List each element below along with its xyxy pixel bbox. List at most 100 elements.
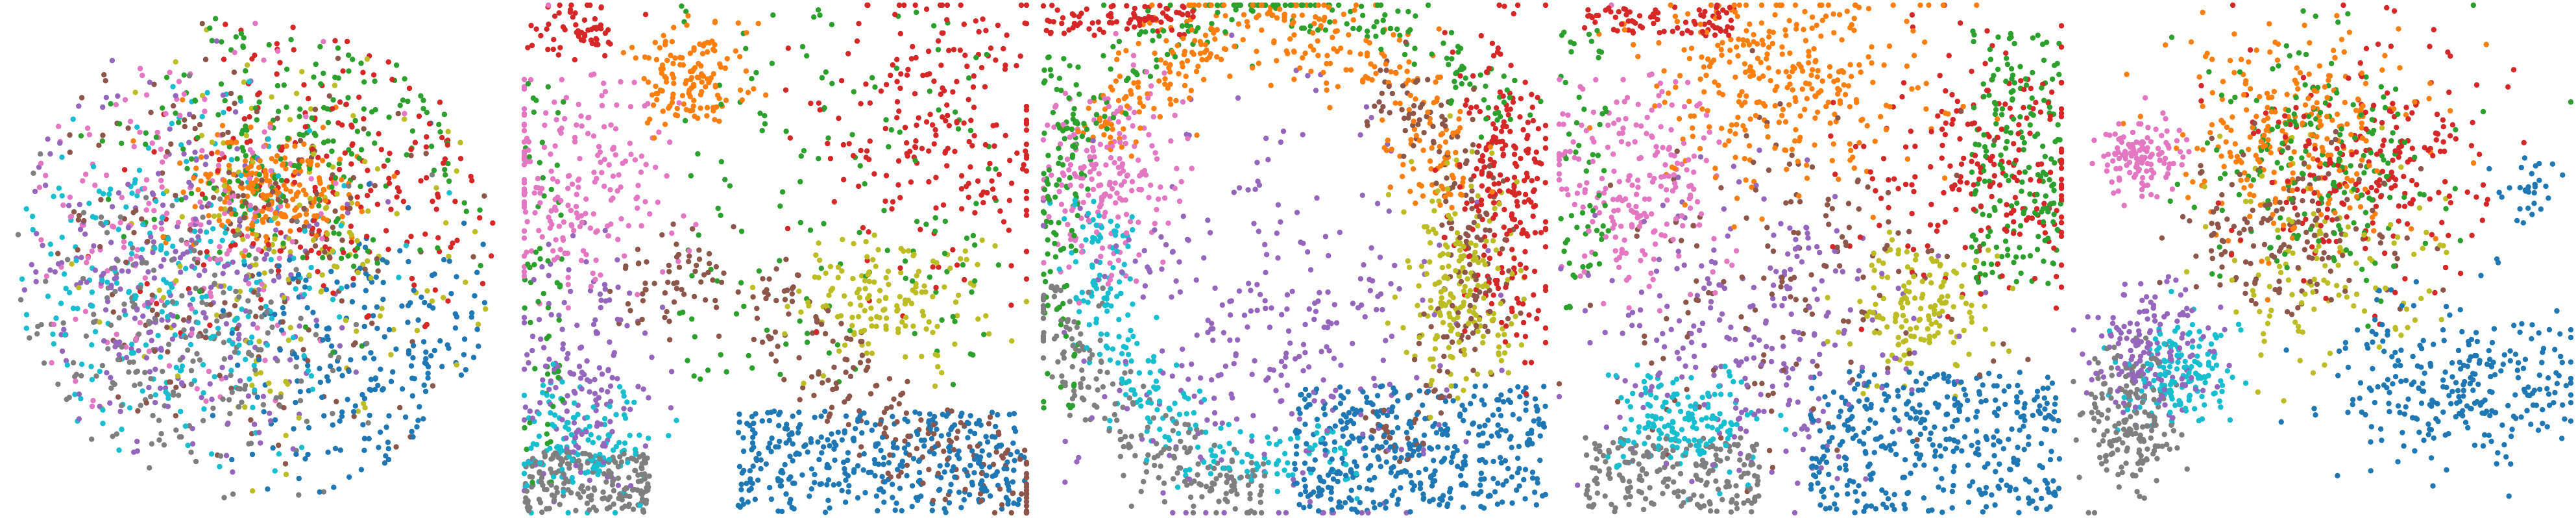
scatter-point: [1514, 455, 1521, 462]
scatter-point: [1254, 160, 1260, 166]
scatter-point: [85, 254, 91, 261]
scatter-point: [565, 203, 571, 208]
scatter-point: [927, 88, 932, 94]
scatter-point: [712, 82, 718, 88]
scatter-point: [528, 77, 534, 83]
scatter-point: [338, 255, 345, 262]
scatter-point: [293, 286, 298, 292]
scatter-point: [1348, 8, 1354, 14]
scatter-point: [545, 84, 551, 90]
scatter-point: [287, 325, 293, 330]
scatter-point: [302, 324, 309, 330]
scatter-point: [119, 344, 125, 350]
scatter-point: [912, 409, 918, 415]
scatter-point: [454, 168, 459, 174]
scatter-point: [737, 54, 743, 60]
scatter-point: [385, 439, 391, 445]
scatter-point: [388, 206, 394, 212]
scatter-point: [825, 140, 831, 147]
scatter-point: [552, 412, 558, 418]
scatter-point: [950, 89, 956, 95]
scatter-point: [903, 314, 909, 321]
scatter-point: [749, 447, 755, 452]
scatter-point: [147, 79, 153, 85]
scatter-point: [158, 177, 164, 184]
scatter-point: [833, 380, 839, 386]
scatter-point: [396, 275, 402, 280]
scatter-point: [152, 245, 158, 251]
scatter-point: [1449, 204, 1455, 211]
scatter-point: [75, 247, 80, 253]
scatter-point: [662, 121, 668, 127]
scatter-point: [214, 318, 220, 324]
scatter-point: [796, 355, 802, 361]
scatter-point: [286, 236, 292, 241]
scatter-point: [1041, 130, 1047, 136]
scatter-point: [973, 201, 979, 206]
scatter-point: [273, 356, 278, 362]
scatter-point: [1096, 171, 1102, 177]
scatter-point: [325, 449, 331, 455]
scatter-point: [461, 352, 467, 358]
scatter-point: [716, 82, 722, 88]
scatter-point: [475, 321, 481, 327]
scatter-point: [419, 294, 424, 300]
scatter-point: [944, 102, 950, 108]
scatter-point: [330, 248, 335, 254]
scatter-point: [777, 410, 783, 415]
scatter-point: [236, 404, 242, 410]
scatter-point: [345, 253, 351, 259]
scatter-point: [735, 430, 742, 436]
scatter-point: [585, 414, 590, 421]
scatter-point: [443, 172, 448, 178]
scatter-point: [550, 393, 555, 399]
scatter-point: [249, 170, 255, 176]
scatter-point: [524, 219, 530, 225]
scatter-point: [307, 195, 313, 201]
scatter-point: [644, 120, 651, 126]
scatter-point: [408, 234, 414, 240]
scatter-point: [713, 304, 720, 310]
scatter-point: [596, 365, 602, 371]
scatter-point: [1102, 273, 1108, 280]
scatter-point: [623, 493, 629, 499]
scatter-point: [585, 437, 591, 443]
scatter-point: [218, 206, 224, 212]
scatter-point: [364, 314, 370, 320]
scatter-point: [1045, 153, 1051, 158]
scatter-point: [950, 382, 956, 388]
scatter-point: [158, 431, 164, 437]
scatter-point: [1289, 288, 1295, 295]
scatter-point: [182, 117, 188, 123]
scatter-point: [635, 182, 641, 188]
scatter-point: [773, 297, 779, 304]
scatter-point: [1162, 81, 1168, 87]
scatter-point: [784, 304, 790, 310]
scatter-point: [114, 431, 120, 437]
scatter-point: [166, 379, 173, 385]
scatter-point: [368, 350, 374, 356]
scatter-point: [228, 367, 234, 373]
scatter-point: [806, 302, 812, 309]
scatter-point: [275, 48, 281, 55]
scatter-point: [869, 75, 875, 80]
scatter-point: [1191, 503, 1197, 509]
scatter-point: [1337, 229, 1343, 236]
scatter-point: [104, 230, 110, 236]
scatter-point: [1023, 299, 1030, 304]
scatter-point: [942, 497, 948, 502]
scatter-point: [927, 411, 933, 417]
scatter-point: [303, 211, 310, 217]
scatter-point: [989, 410, 995, 415]
scatter-point: [1023, 503, 1030, 509]
scatter-point: [365, 208, 371, 214]
scatter-point: [535, 299, 541, 304]
scatter-point: [422, 231, 428, 237]
scatter-point: [1019, 491, 1025, 497]
scatter-point: [182, 123, 188, 130]
scatter-point: [470, 354, 477, 360]
scatter-point: [579, 123, 585, 129]
scatter-point: [773, 358, 779, 364]
scatter-point: [283, 198, 289, 204]
scatter-point: [947, 489, 953, 495]
